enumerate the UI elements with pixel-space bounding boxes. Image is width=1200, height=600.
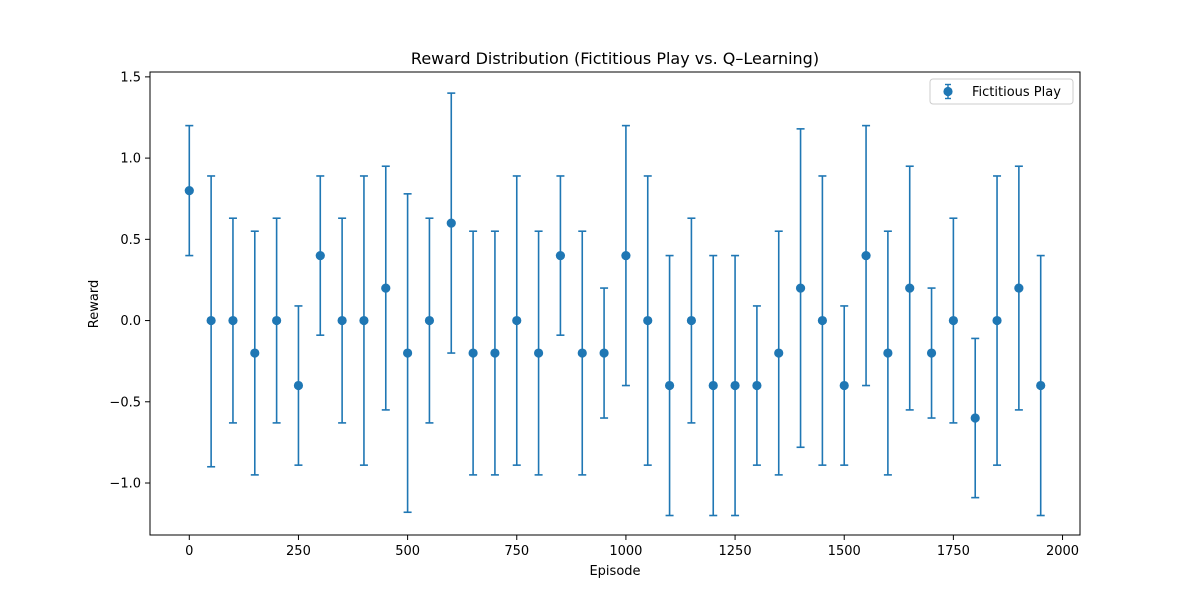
x-tick-label: 500 bbox=[395, 544, 420, 559]
y-tick-label: 0.0 bbox=[120, 314, 141, 329]
data-point bbox=[599, 348, 609, 358]
data-point bbox=[861, 250, 871, 261]
data-point bbox=[817, 315, 827, 326]
legend-label: Fictitious Play bbox=[972, 85, 1061, 100]
data-point bbox=[643, 315, 653, 326]
data-point bbox=[359, 315, 369, 326]
data-point bbox=[883, 348, 893, 358]
x-tick-label: 1000 bbox=[609, 544, 642, 559]
data-point bbox=[926, 348, 937, 358]
x-tick-label: 2000 bbox=[1046, 544, 1079, 559]
data-point bbox=[948, 315, 958, 326]
data-point bbox=[1036, 380, 1046, 391]
data-point bbox=[424, 315, 435, 326]
axes: 0 250 500 750 1000 1250 1500 1750 2000 −1.0 −0.5 0.… bbox=[109, 70, 1081, 559]
x-tick-label: 0 bbox=[185, 544, 193, 559]
data-point bbox=[490, 348, 500, 358]
data-point bbox=[577, 348, 587, 358]
x-tick-label: 1500 bbox=[828, 544, 861, 559]
y-tick-label: 1.5 bbox=[120, 70, 141, 85]
legend-marker bbox=[943, 86, 953, 97]
y-tick-label: 0.5 bbox=[120, 233, 141, 248]
plot-area bbox=[184, 92, 1046, 517]
x-tick-label: 750 bbox=[504, 544, 529, 559]
y-tick-label: −0.5 bbox=[109, 395, 141, 410]
x-tick-label: 1750 bbox=[937, 544, 970, 559]
data-point bbox=[555, 250, 566, 261]
data-point bbox=[774, 348, 784, 358]
data-point bbox=[970, 413, 980, 423]
data-point bbox=[293, 380, 304, 391]
x-axis-label: Episode bbox=[589, 564, 640, 579]
legend: Fictitious Play bbox=[929, 78, 1074, 105]
y-axis-label: Reward bbox=[87, 280, 102, 328]
data-point bbox=[664, 380, 675, 391]
chart-title: Reward Distribution (Fictitious Play vs.… bbox=[411, 49, 819, 68]
data-point bbox=[621, 250, 631, 261]
data-point bbox=[250, 348, 260, 358]
data-point bbox=[1014, 283, 1024, 293]
x-tick-label: 250 bbox=[286, 544, 311, 559]
data-point bbox=[446, 218, 456, 228]
data-point bbox=[992, 315, 1002, 326]
data-point bbox=[730, 380, 740, 391]
data-point bbox=[315, 250, 325, 261]
data-point bbox=[708, 380, 718, 391]
data-point bbox=[795, 283, 806, 293]
y-tick-label: −1.0 bbox=[109, 477, 141, 492]
data-point bbox=[686, 315, 697, 326]
legend-box bbox=[929, 78, 1074, 105]
x-tick-label: 1250 bbox=[719, 544, 752, 559]
data-point bbox=[228, 315, 238, 326]
data-point bbox=[752, 380, 762, 391]
data-point bbox=[839, 380, 849, 391]
y-tick-label: 1.0 bbox=[120, 152, 141, 167]
data-point bbox=[184, 185, 194, 196]
data-point bbox=[533, 348, 544, 358]
data-point bbox=[381, 283, 391, 293]
axes-frame bbox=[149, 71, 1081, 536]
data-point bbox=[337, 315, 347, 326]
data-point bbox=[272, 315, 282, 326]
data-point bbox=[905, 283, 915, 293]
data-point bbox=[206, 315, 216, 326]
data-point bbox=[512, 315, 522, 326]
data-point bbox=[403, 348, 413, 358]
data-point bbox=[468, 348, 478, 358]
